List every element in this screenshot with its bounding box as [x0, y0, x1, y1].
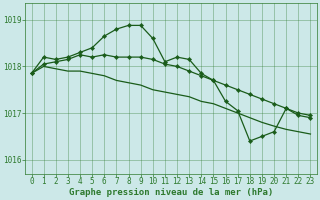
X-axis label: Graphe pression niveau de la mer (hPa): Graphe pression niveau de la mer (hPa)	[69, 188, 273, 197]
